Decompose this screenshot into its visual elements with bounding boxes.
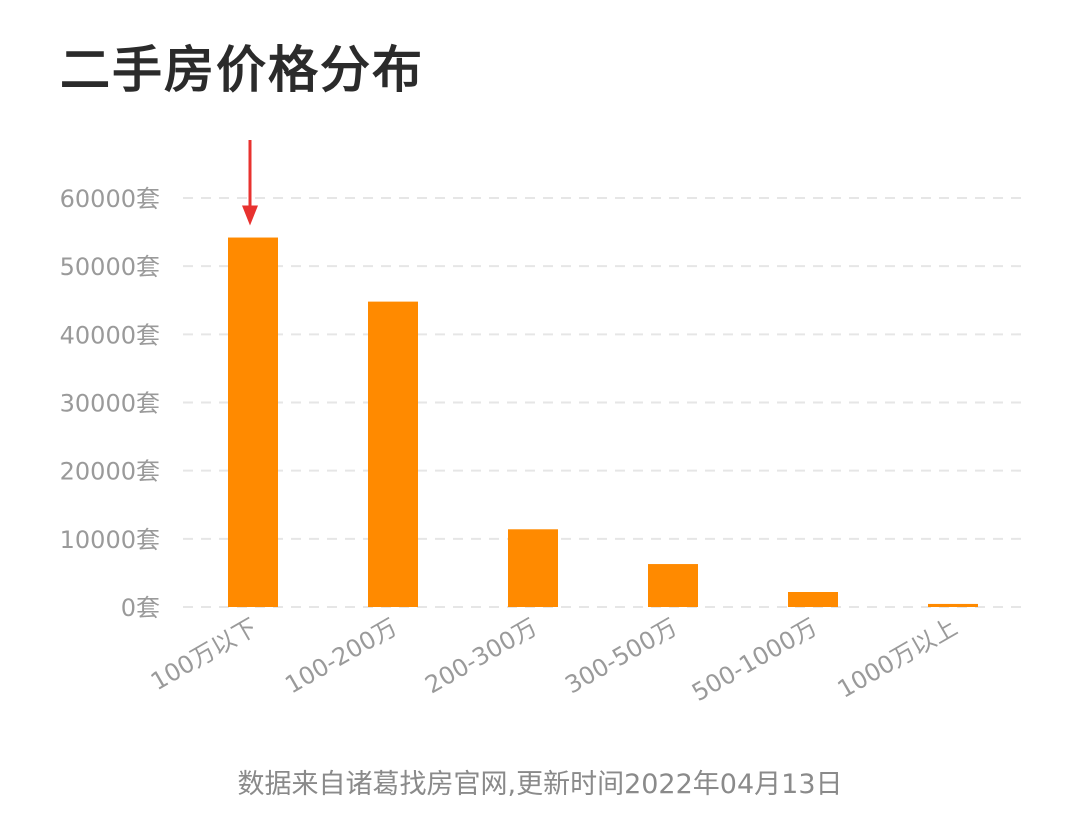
- y-tick-label: 50000套: [60, 253, 160, 281]
- y-tick-label: 10000套: [60, 526, 160, 554]
- bar: [928, 603, 978, 607]
- y-tick-label: 30000套: [60, 390, 160, 418]
- x-tick-label: 500-1000万: [687, 613, 822, 707]
- bar: [508, 529, 558, 607]
- x-axis-ticks: 100万以下 100-200万 200-300万 300-500万 500-1000万 1…: [146, 613, 962, 707]
- bar: [648, 564, 698, 607]
- x-tick-label: 200-300万: [420, 613, 542, 699]
- arrow-head: [242, 205, 258, 226]
- bar: [368, 301, 418, 607]
- y-tick-label: 20000套: [60, 458, 160, 486]
- bars: [228, 237, 978, 607]
- y-tick-label: 60000套: [60, 185, 160, 213]
- x-tick-label: 1000万以上: [833, 613, 962, 704]
- y-tick-label: 40000套: [60, 321, 160, 349]
- page-title: 二手房价格分布: [60, 41, 424, 99]
- x-tick-label: 300-500万: [560, 613, 682, 699]
- data-source-note: 数据来自诸葛找房官网,更新时间2022年04月13日: [237, 769, 843, 800]
- grid-lines: [183, 197, 1022, 608]
- bar: [788, 592, 838, 607]
- x-tick-label: 100万以下: [146, 613, 262, 696]
- x-tick-label: 100-200万: [280, 613, 402, 699]
- y-tick-label: 0套: [121, 594, 160, 622]
- bar: [228, 237, 278, 607]
- highlight-arrow: [242, 140, 258, 226]
- y-axis-ticks: 0套 10000套 20000套 30000套 40000套 50000套 60000套: [60, 185, 160, 622]
